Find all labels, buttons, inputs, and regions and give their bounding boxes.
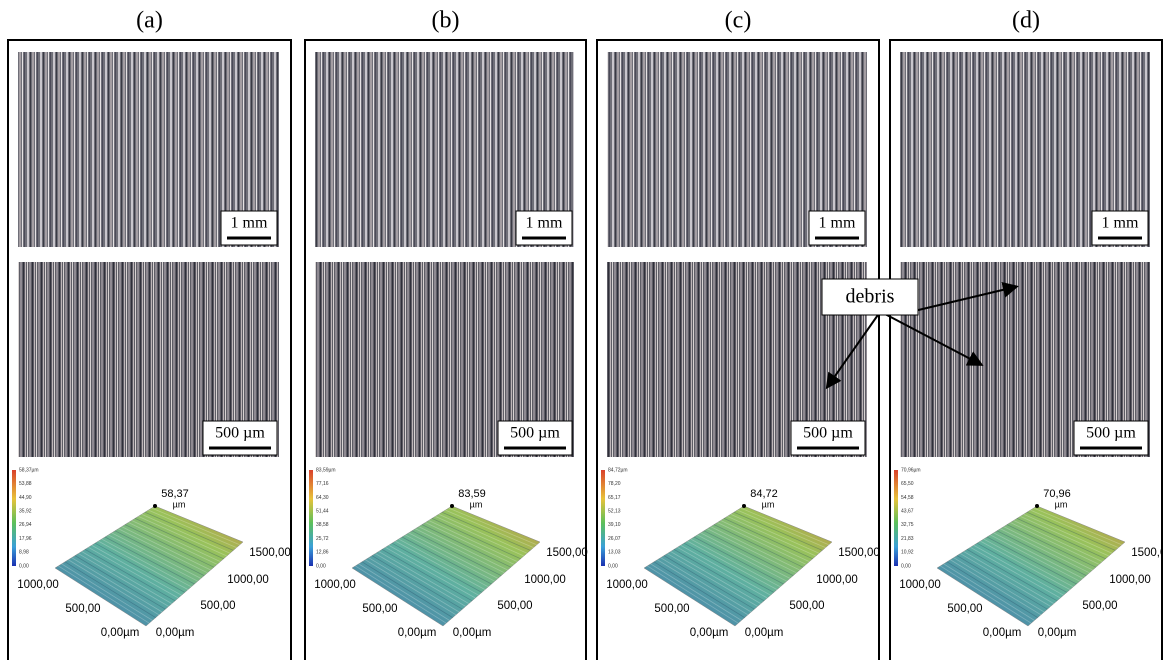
axis-label: 1000,00 [524, 574, 566, 586]
peak-unit: µm [470, 499, 483, 509]
scale-bar-label: 500 µm [1086, 425, 1136, 442]
panel: (a) 1 mm 500 µm 58,37µm 53,88 44,90 35,92 26,94… [8, 8, 291, 660]
panel-label: (a) [136, 8, 163, 34]
colorbar-tick: 65,50 [901, 481, 914, 487]
colorbar-tick: 10,92 [901, 550, 914, 556]
colorbar-tick: 77,16 [316, 481, 329, 487]
colorbar-tick: 78,20 [608, 481, 621, 487]
figure: (a)1 mm500 µm58,37µm53,8844,9035,9226,94… [0, 0, 1163, 660]
scale-bar-label: 500 µm [803, 425, 853, 442]
colorbar-tick: 38,58 [316, 522, 329, 528]
axis-label: 1000,00 [1109, 574, 1151, 586]
axis-label: 500,00 [947, 603, 982, 615]
colorbar-tick: 52,13 [608, 508, 621, 514]
colorbar-tick: 39,10 [608, 522, 621, 528]
colorbar-tick: 26,07 [608, 536, 621, 542]
axis-label: 1500,00 [1131, 547, 1163, 559]
scale-bar-label: 1 mm [819, 215, 856, 232]
colorbar-tick: 8,98 [19, 550, 29, 556]
axis-label: 1000,00 [899, 579, 941, 591]
colorbar-tick: 32,75 [901, 522, 914, 528]
axis-label: 0,00µm [453, 627, 492, 639]
colorbar-tick: 65,17 [608, 495, 621, 501]
colorbar-tick: 25,72 [316, 536, 329, 542]
colorbar-tick: 21,83 [901, 536, 914, 542]
colorbar [601, 470, 605, 566]
colorbar-tick: 54,58 [901, 495, 914, 501]
axis-label: 1000,00 [227, 574, 269, 586]
colorbar-tick: 0,00 [19, 563, 29, 569]
colorbar-tick: 83,59µm [316, 467, 336, 473]
colorbar-tick: 26,94 [19, 522, 32, 528]
colorbar-tick: 17,96 [19, 536, 32, 542]
axis-label: 0,00µm [1038, 627, 1077, 639]
scale-bar-label: 1 mm [1102, 215, 1139, 232]
peak-marker [1035, 504, 1039, 508]
scale-bar-label: 500 µm [510, 425, 560, 442]
panel: (d) 1 mm 500 µm 70,96µm 65,50 54,58 43,67 32,75… [890, 8, 1163, 660]
peak-unit: µm [173, 499, 186, 509]
peak-value: 58,37 [161, 488, 189, 500]
axis-label: 0,00µm [745, 627, 784, 639]
axis-label: 500,00 [200, 600, 235, 612]
panel-label: (b) [432, 8, 460, 34]
peak-value: 84,72 [750, 488, 778, 500]
colorbar-tick: 35,92 [19, 508, 32, 514]
colorbar-tick: 43,67 [901, 508, 914, 514]
axis-label: 500,00 [362, 603, 397, 615]
colorbar [309, 470, 313, 566]
axis-label: 1500,00 [838, 547, 880, 559]
axis-label: 1500,00 [249, 547, 291, 559]
colorbar-tick: 84,72µm [608, 467, 628, 473]
scale-bar-label: 500 µm [215, 425, 265, 442]
axis-label: 1000,00 [314, 579, 356, 591]
colorbar-tick: 0,00 [608, 563, 618, 569]
colorbar-tick: 0,00 [901, 563, 911, 569]
axis-label: 500,00 [497, 600, 532, 612]
colorbar-tick: 12,86 [316, 550, 329, 556]
axis-label: 0,00µm [398, 627, 437, 639]
axis-label: 1000,00 [816, 574, 858, 586]
axis-label: 0,00µm [156, 627, 195, 639]
axis-label: 500,00 [1082, 600, 1117, 612]
axis-label: 0,00µm [983, 627, 1022, 639]
colorbar-tick: 51,44 [316, 508, 329, 514]
scale-bar-label: 1 mm [526, 215, 563, 232]
peak-marker [742, 504, 746, 508]
peak-marker [450, 504, 454, 508]
axis-label: 1500,00 [546, 547, 588, 559]
colorbar [894, 470, 898, 566]
panel-label: (d) [1012, 8, 1040, 34]
panel: (c) 1 mm 500 µm 84,72µm 78,20 65,17 52,13 39,10… [597, 8, 880, 660]
panel: (b) 1 mm 500 µm 83,59µm 77,16 64,30 51,44 38,58… [305, 8, 588, 660]
colorbar-tick: 53,88 [19, 481, 32, 487]
axis-label: 0,00µm [101, 627, 140, 639]
peak-unit: µm [762, 499, 775, 509]
peak-unit: µm [1055, 499, 1068, 509]
axis-label: 1000,00 [606, 579, 648, 591]
panel-label: (c) [725, 8, 752, 34]
colorbar-tick: 44,90 [19, 495, 32, 501]
colorbar [12, 470, 16, 566]
axis-label: 500,00 [789, 600, 824, 612]
colorbar-tick: 70,96µm [901, 467, 921, 473]
axis-label: 500,00 [654, 603, 689, 615]
axis-label: 0,00µm [690, 627, 729, 639]
peak-marker [153, 504, 157, 508]
colorbar-tick: 13,03 [608, 550, 621, 556]
peak-value: 70,96 [1043, 488, 1071, 500]
colorbar-tick: 0,00 [316, 563, 326, 569]
axis-label: 500,00 [65, 603, 100, 615]
annotation-text: debris [846, 286, 895, 308]
colorbar-tick: 64,30 [316, 495, 329, 501]
colorbar-tick: 58,37µm [19, 467, 39, 473]
peak-value: 83,59 [458, 488, 486, 500]
scale-bar-label: 1 mm [231, 215, 268, 232]
axis-label: 1000,00 [17, 579, 59, 591]
